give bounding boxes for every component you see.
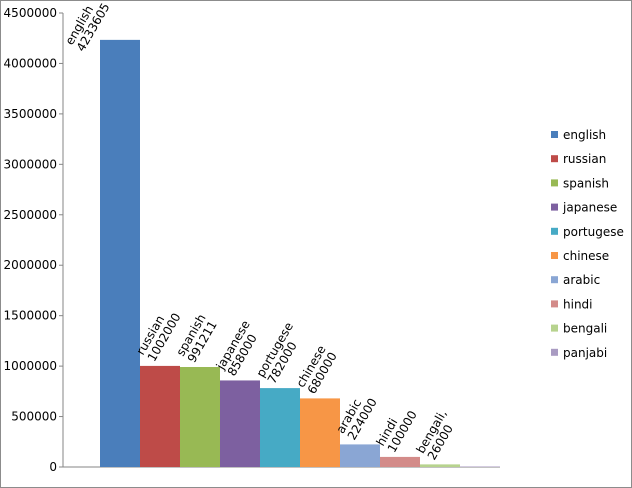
legend-swatch: [551, 276, 558, 284]
y-tick-label: 4500000: [4, 6, 57, 20]
legend-swatch: [551, 155, 558, 163]
legend-label: russian: [563, 152, 606, 166]
legend-label: panjabi: [563, 346, 607, 360]
legend-label: english: [563, 128, 606, 142]
bar: [260, 388, 300, 467]
bar: [180, 366, 220, 467]
y-tick-label: 3500000: [4, 107, 57, 121]
legend-swatch: [551, 179, 558, 187]
y-tick-label: 0: [49, 460, 57, 474]
legend-label: chinese: [563, 249, 609, 263]
legend-label: bengali: [563, 322, 607, 336]
y-tick-label: 4000000: [4, 56, 57, 70]
legend-swatch: [551, 252, 558, 259]
y-tick-label: 2000000: [4, 258, 57, 272]
legend-swatch: [551, 203, 558, 211]
legend-label: arabic: [563, 273, 600, 287]
bar: [300, 398, 340, 467]
bar: [380, 456, 420, 467]
y-tick-label: 1500000: [4, 309, 57, 323]
bar: [420, 464, 460, 467]
y-tick-label: 1000000: [4, 359, 57, 373]
y-tick-label: 2500000: [4, 208, 57, 222]
bar: [100, 39, 140, 468]
legend-swatch: [551, 348, 558, 356]
legend-label: portugese: [563, 225, 624, 239]
legend-swatch: [551, 324, 558, 332]
legend-label: japanese: [562, 201, 617, 215]
y-tick-label: 500000: [11, 410, 57, 424]
legend-swatch: [551, 131, 558, 138]
bar: [340, 444, 380, 467]
bar: [460, 466, 500, 467]
legend-swatch: [551, 300, 558, 308]
y-tick-label: 3000000: [4, 157, 57, 171]
bar: [140, 365, 180, 467]
legend-swatch: [551, 227, 558, 235]
bar: [220, 380, 260, 467]
legend-label: spanish: [563, 176, 609, 190]
legend-label: hindi: [563, 297, 593, 311]
